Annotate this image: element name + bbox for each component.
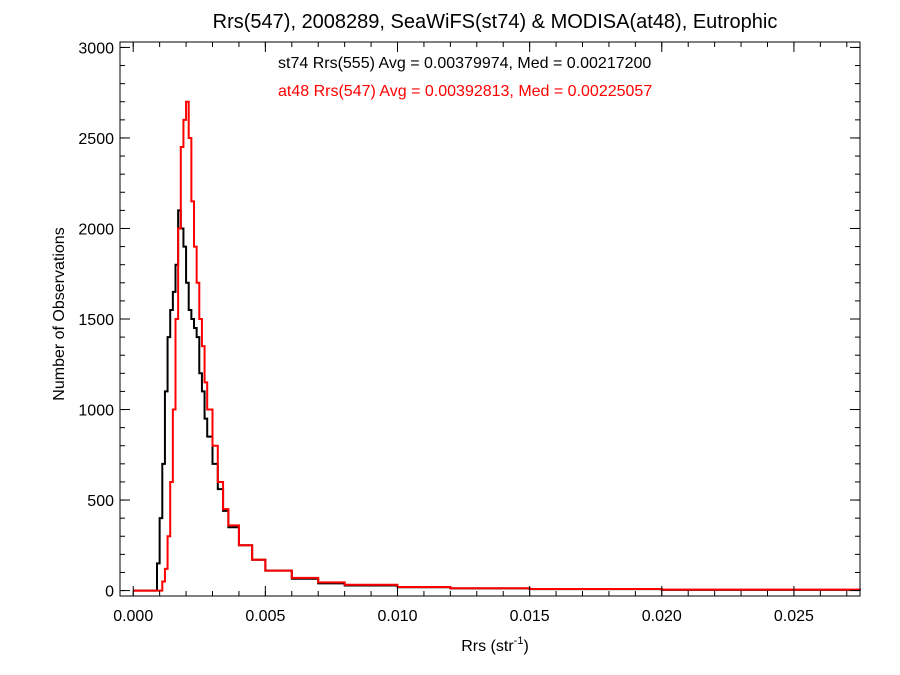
x-tick-label: 0.010 xyxy=(377,608,417,625)
y-tick-label: 1500 xyxy=(78,312,114,329)
legend-entry-st74: st74 Rrs(555) Avg = 0.00379974, Med = 0.… xyxy=(278,55,651,72)
x-axis-label: Rrs (str-1) xyxy=(461,635,529,655)
y-tick-label: 3000 xyxy=(78,40,114,57)
x-axis-label-end: ) xyxy=(523,638,528,655)
y-tick-label: 0 xyxy=(105,584,114,601)
legend-entry-at48: at48 Rrs(547) Avg = 0.00392813, Med = 0.… xyxy=(278,83,652,100)
axes: 0.000 0.005 0.010 0.015 0.020 0.025 0 500 1000 15… xyxy=(78,40,861,625)
x-axis-label-main: Rrs (str xyxy=(461,638,514,655)
y-tick-label: 2500 xyxy=(78,131,114,148)
x-tick-label: 0.000 xyxy=(113,608,153,625)
y-tick-label: 1000 xyxy=(78,403,114,420)
y-tick-label: 500 xyxy=(87,493,114,510)
chart-title: Rrs(547), 2008289, SeaWiFS(st74) & MODIS… xyxy=(213,11,778,33)
plot-area xyxy=(133,100,861,592)
y-axis-label: Number of Observations xyxy=(51,227,68,400)
x-tick-label: 0.015 xyxy=(510,608,550,625)
series-line-1 xyxy=(133,100,861,592)
x-tick-label: 0.005 xyxy=(245,608,285,625)
series-line-0 xyxy=(133,209,861,592)
y-tick-label: 2000 xyxy=(78,221,114,238)
x-axis-label-sup: -1 xyxy=(514,635,524,647)
plot-frame xyxy=(119,41,861,597)
x-tick-label: 0.020 xyxy=(642,608,682,625)
x-tick-label: 0.025 xyxy=(774,608,814,625)
